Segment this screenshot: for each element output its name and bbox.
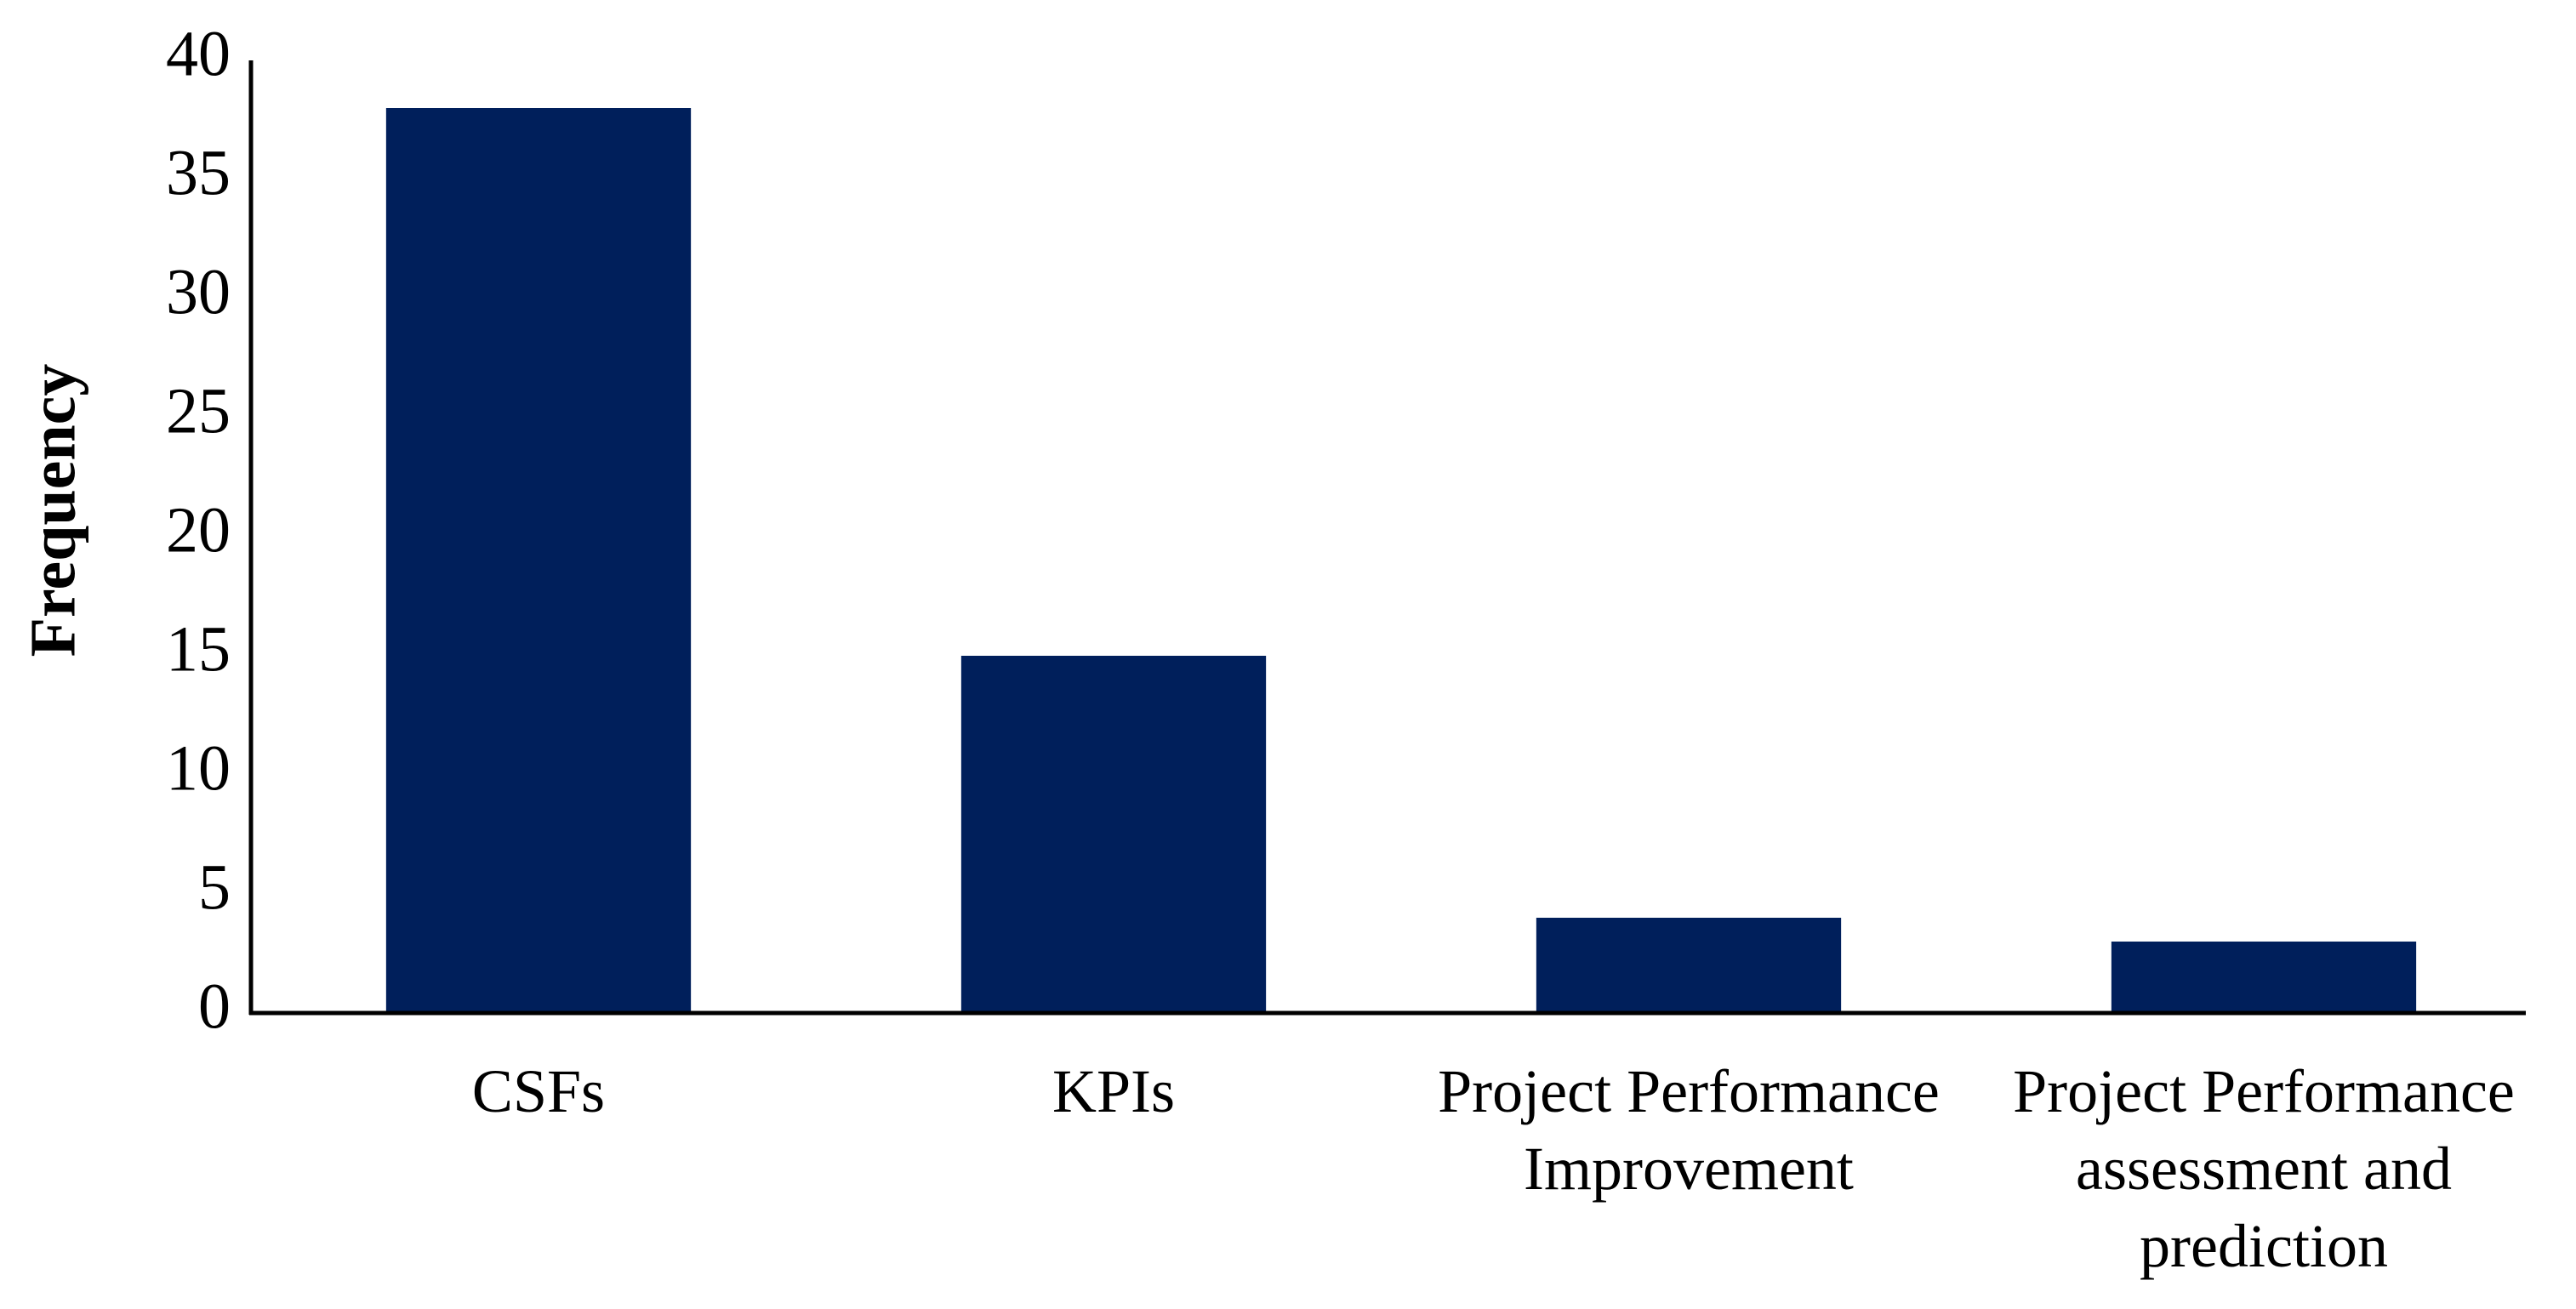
y-tick-label: 0 [198, 970, 231, 1042]
x-tick-label: CSFs [471, 1057, 606, 1125]
x-tick-label: KPIs [1051, 1057, 1176, 1125]
y-tick-label: 30 [166, 256, 231, 327]
y-tick-label: 5 [198, 851, 231, 923]
bar [960, 656, 1267, 1013]
x-tick-label: Project Performance Improvement [1438, 1057, 1940, 1203]
y-tick-label: 40 [166, 18, 231, 89]
bar [2111, 942, 2417, 1013]
y-axis-title: Frequency [17, 364, 88, 657]
y-tick-label: 35 [166, 137, 231, 208]
x-tick-label: Project Performance assessment and predi… [2013, 1057, 2515, 1280]
y-tick-label: 10 [166, 732, 231, 804]
y-tick-label: 15 [166, 613, 231, 685]
y-tick-label: 20 [166, 494, 231, 566]
bar [385, 108, 692, 1013]
bar [1536, 918, 1842, 1013]
y-tick-label: 25 [166, 375, 231, 447]
